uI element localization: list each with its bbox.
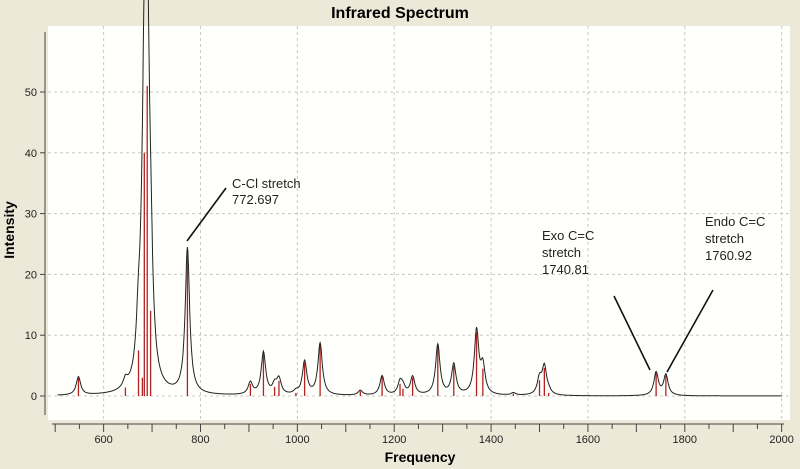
- x-tick-label: 1000: [285, 434, 309, 446]
- annotation-text: stretch: [705, 231, 744, 246]
- x-tick-label: 1800: [673, 434, 697, 446]
- y-tick-label: 30: [25, 209, 37, 221]
- annotation-pointer: [613, 295, 651, 371]
- annotation-text: 1740.81: [542, 262, 589, 277]
- annotation-text: 1760.92: [705, 248, 752, 263]
- x-axis-label: Frequency: [385, 449, 456, 465]
- annotation-text: Exo C=C: [542, 228, 594, 243]
- annotation-endo: Endo C=C stretch 1760.92: [666, 214, 765, 373]
- y-axis-ticks: 0 10 20 30 40 50: [25, 87, 45, 403]
- annotation-text: stretch: [542, 245, 581, 260]
- y-tick-label: 0: [31, 391, 37, 403]
- y-tick-label: 50: [25, 87, 37, 99]
- y-tick-label: 10: [25, 330, 37, 342]
- x-tick-label: 1600: [576, 434, 600, 446]
- x-tick-label: 1200: [382, 434, 406, 446]
- spectrum-curve: [57, 0, 782, 397]
- x-tick-label: 2000: [769, 434, 793, 446]
- annotation-pointer: [666, 289, 714, 373]
- annotation-text: Endo C=C: [705, 214, 765, 229]
- x-tick-label: 800: [191, 434, 209, 446]
- annotation-c-cl: C-Cl stretch 772.697: [186, 176, 301, 242]
- annotation-exo: Exo C=C stretch 1740.81: [542, 228, 651, 371]
- y-tick-label: 20: [25, 269, 37, 281]
- annotation-pointer: [186, 187, 227, 242]
- x-tick-label: 1400: [479, 434, 503, 446]
- x-tick-label: 600: [94, 434, 112, 446]
- chart-title: Infrared Spectrum: [331, 5, 469, 22]
- plot-area: [48, 26, 790, 420]
- x-axis-ticks: 600 800 1000 1200 1400 1600 1800 2000: [54, 424, 794, 446]
- annotation-text: C-Cl stretch: [232, 176, 301, 191]
- stick-spectrum: [77, 85, 667, 396]
- y-axis-label: Intensity: [1, 201, 17, 259]
- annotation-text: 772.697: [232, 192, 279, 207]
- y-tick-label: 40: [25, 148, 37, 160]
